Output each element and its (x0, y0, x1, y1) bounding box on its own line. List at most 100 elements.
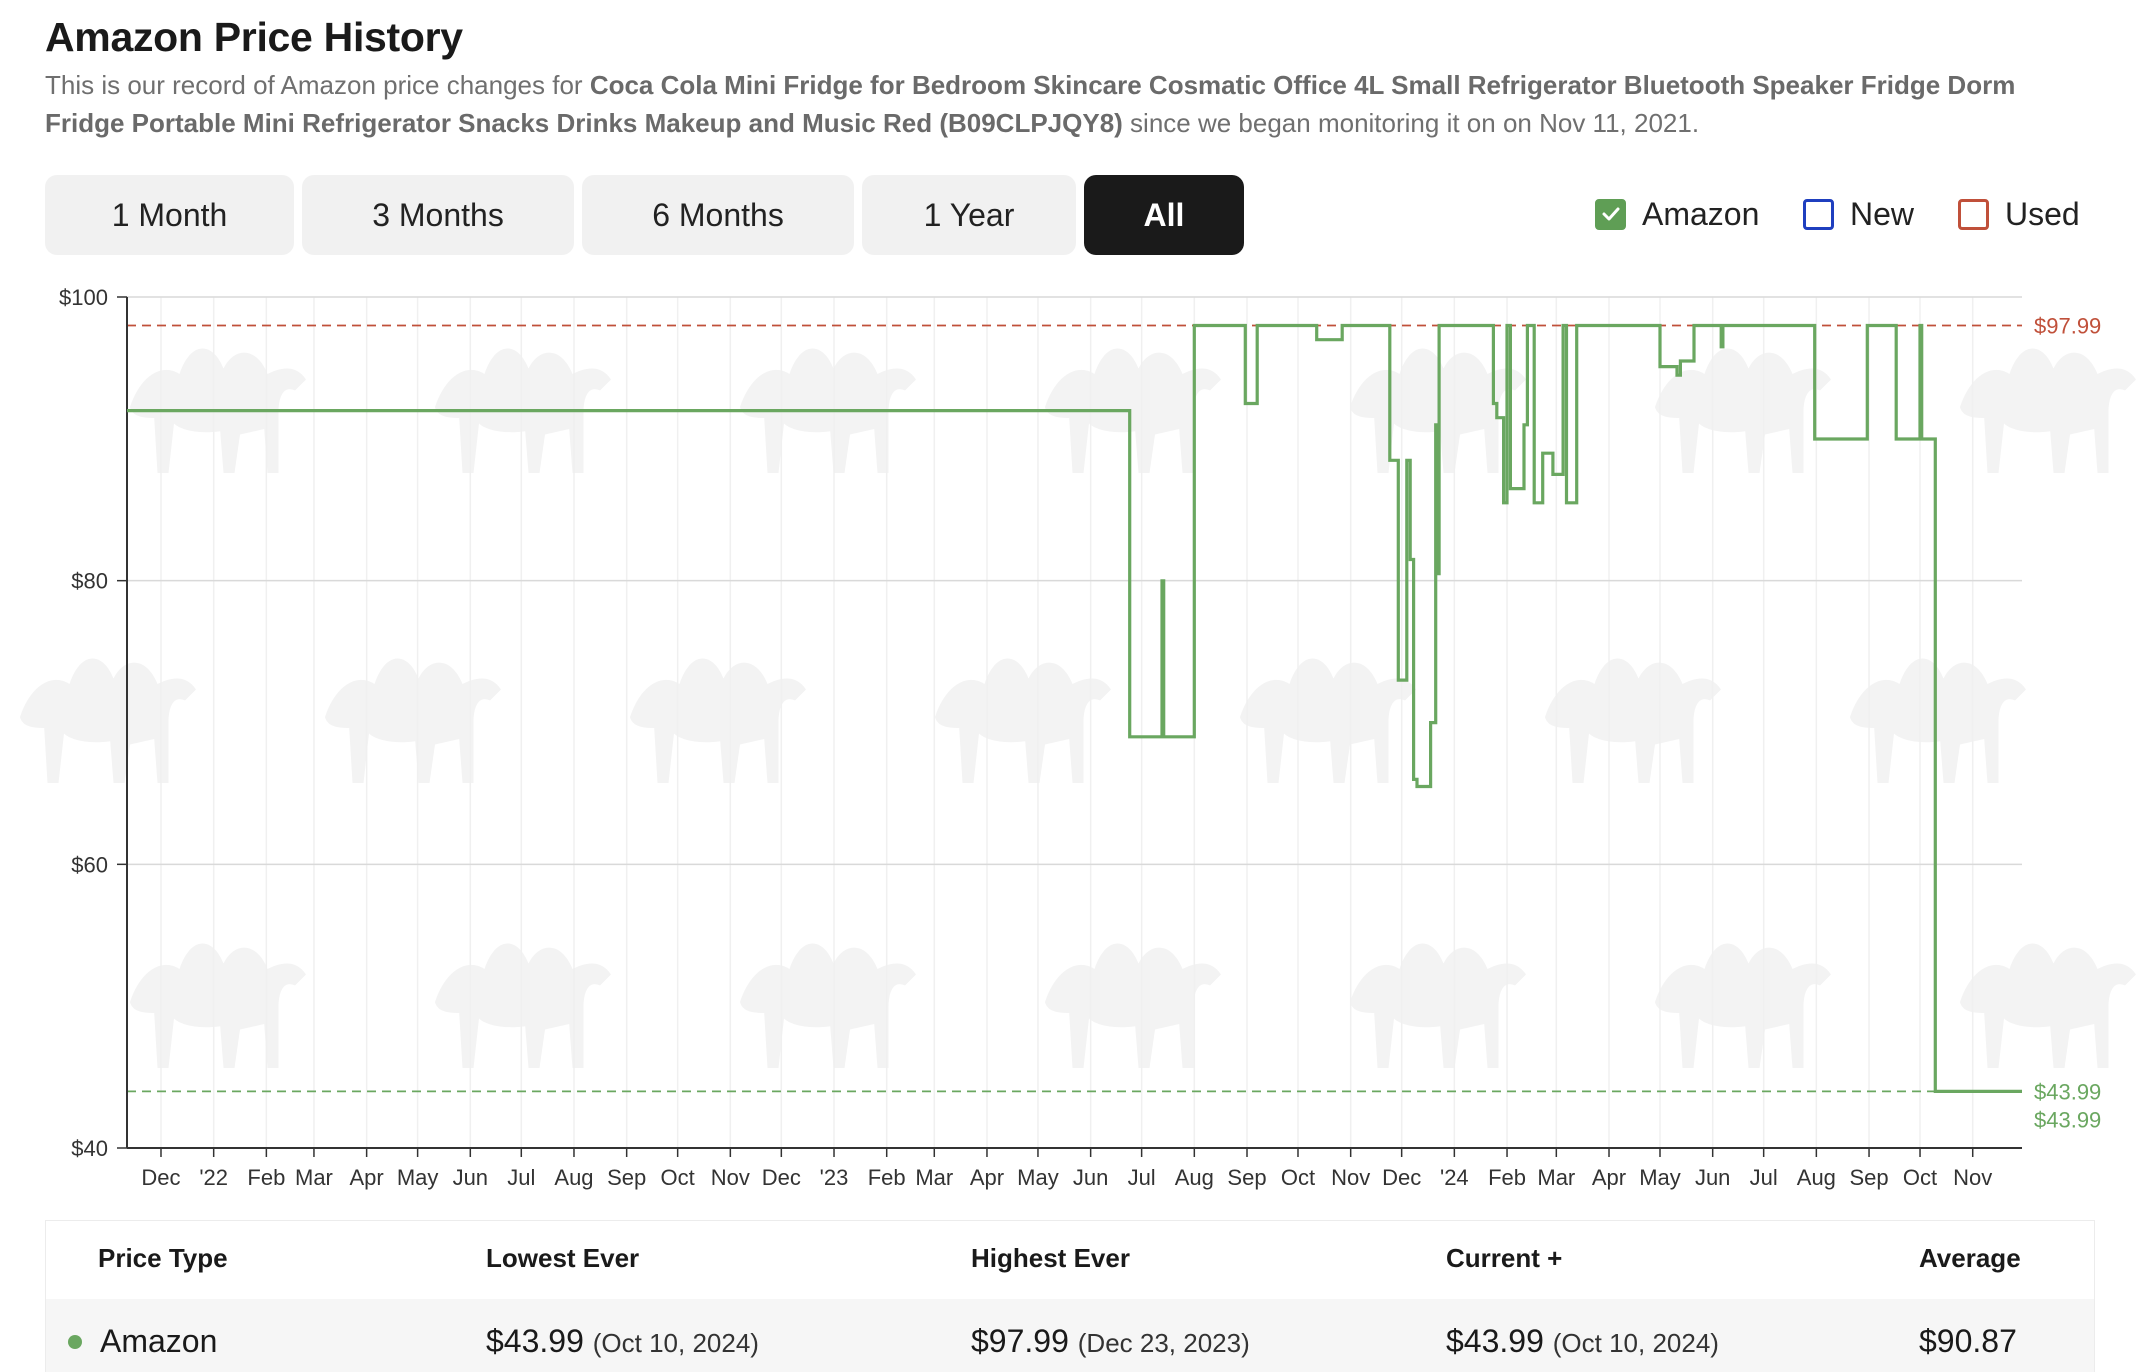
x-tick-label: Jul (507, 1165, 535, 1190)
x-tick-label: '23 (820, 1165, 849, 1190)
current-date: (Oct 10, 2024) (1552, 1328, 1719, 1358)
cell-average: $90.87 (1919, 1323, 2017, 1359)
camel-watermark (20, 348, 2136, 1068)
x-tick-label: Apr (350, 1165, 384, 1190)
x-tick-label: '22 (199, 1165, 228, 1190)
reference-label: $97.99 (2034, 314, 2101, 339)
camel-icon (1545, 658, 1721, 783)
legend-amazon-label: Amazon (1642, 195, 1760, 232)
intro-prefix: This is our record of Amazon price chang… (45, 70, 590, 100)
x-tick-label: Jul (1750, 1165, 1778, 1190)
price-table: Price Type Lowest Ever Highest Ever Curr… (45, 1220, 2095, 1372)
x-tick-label: May (1017, 1165, 1059, 1190)
x-tick-label: Nov (1331, 1165, 1370, 1190)
camel-icon (1655, 943, 1831, 1068)
x-tick-label: Jul (1128, 1165, 1156, 1190)
reference-label: $43.99 (2034, 1079, 2101, 1104)
page-title: Amazon Price History (45, 14, 463, 60)
cell-lowest: $43.99 (Oct 10, 2024) (486, 1323, 759, 1360)
camel-icon (1045, 348, 1221, 473)
highest-price: $97.99 (971, 1323, 1069, 1359)
amazon-dot-icon (68, 1335, 82, 1349)
camel-icon (1045, 943, 1221, 1068)
header-current: Current + (1446, 1243, 1563, 1273)
camel-icon (740, 943, 916, 1068)
y-tick-label: $80 (71, 569, 108, 594)
x-tick-label: Feb (247, 1165, 285, 1190)
x-tick-label: Mar (915, 1165, 953, 1190)
camel-icon (630, 658, 806, 783)
legend-new-label: New (1850, 195, 1915, 232)
camel-icon (1655, 348, 1831, 473)
range-3-months-button[interactable]: 3 Months (302, 175, 574, 255)
amazon-price-line (127, 323, 2022, 1093)
legend-used-label: Used (2005, 195, 2080, 232)
lowest-price: $43.99 (486, 1323, 584, 1359)
x-tick-label: Nov (1953, 1165, 1992, 1190)
highest-date: (Dec 23, 2023) (1077, 1328, 1250, 1358)
legend-amazon[interactable]: Amazon (1595, 195, 1759, 233)
x-tick-label: Aug (554, 1165, 593, 1190)
y-tick-label: $100 (59, 285, 108, 310)
current-price-label: $43.99 (2034, 1107, 2101, 1132)
x-tick-label: Mar (1537, 1165, 1575, 1190)
camel-icon (1240, 658, 1416, 783)
range-6-months-button[interactable]: 6 Months (582, 175, 854, 255)
x-tick-label: Apr (970, 1165, 1004, 1190)
camel-icon (325, 658, 501, 783)
legend-used[interactable]: Used (1958, 195, 2080, 233)
lowest-date: (Oct 10, 2024) (592, 1328, 759, 1358)
x-tick-label: Jun (1695, 1165, 1730, 1190)
x-tick-label: Feb (868, 1165, 906, 1190)
table-row: Amazon $43.99 (Oct 10, 2024) $97.99 (Dec… (46, 1299, 2094, 1372)
range-all-button[interactable]: All (1084, 175, 1244, 255)
x-tick-label: Dec (141, 1165, 180, 1190)
product-name: Coca Cola Mini Fridge for Bedroom Skinca… (45, 70, 2016, 138)
header-lowest-ever: Lowest Ever (486, 1243, 640, 1273)
chart-labels: Dec '22 Feb Mar Apr May Jun Jul Aug Sep Oct Nov Dec '… (59, 285, 2101, 1190)
x-tick-label: May (397, 1165, 439, 1190)
x-tick-label: Nov (711, 1165, 750, 1190)
x-tick-label: Dec (762, 1165, 801, 1190)
x-tick-label: Oct (1903, 1165, 1937, 1190)
camel-icon (20, 658, 196, 783)
legend-new[interactable]: New (1803, 195, 1914, 233)
x-tick-label: Oct (661, 1165, 695, 1190)
current-price: $43.99 (1446, 1323, 1544, 1359)
cell-highest: $97.99 (Dec 23, 2023) (971, 1323, 1250, 1360)
x-tick-label: Apr (1592, 1165, 1626, 1190)
cell-price-type: Amazon (100, 1323, 218, 1359)
chart-grid (127, 296, 2022, 1149)
x-tick-label: Mar (295, 1165, 333, 1190)
chart-series (127, 323, 2022, 1093)
header-average: Average (1919, 1243, 2021, 1273)
camel-icon (130, 943, 306, 1068)
y-tick-label: $40 (71, 1136, 108, 1161)
camel-icon (935, 658, 1111, 783)
x-tick-label: Feb (1488, 1165, 1526, 1190)
range-1-year-button[interactable]: 1 Year (862, 175, 1076, 255)
check-icon (1595, 198, 1626, 230)
x-tick-label: Dec (1382, 1165, 1421, 1190)
header-highest-ever: Highest Ever (971, 1243, 1130, 1273)
x-tick-label: '24 (1440, 1165, 1469, 1190)
intro-suffix: since we began monitoring it on on Nov 1… (1122, 108, 1700, 138)
x-tick-label: Jun (453, 1165, 488, 1190)
header-price-type: Price Type (98, 1243, 228, 1273)
camel-icon (1850, 658, 2026, 783)
x-tick-label: Sep (607, 1165, 646, 1190)
chart-axes (117, 296, 2022, 1157)
x-tick-label: Aug (1797, 1165, 1836, 1190)
checkbox-icon (1958, 198, 1989, 230)
camel-icon (1350, 943, 1526, 1068)
y-tick-label: $60 (71, 852, 108, 877)
checkbox-icon (1803, 198, 1834, 230)
intro-text: This is our record of Amazon price chang… (45, 66, 2045, 142)
price-history-chart: Dec '22 Feb Mar Apr May Jun Jul Aug Sep Oct Nov Dec '… (20, 285, 2136, 1190)
camel-icon (1960, 943, 2136, 1068)
cell-current: $43.99 (Oct 10, 2024) (1446, 1323, 1719, 1360)
x-tick-label: May (1639, 1165, 1681, 1190)
range-1-month-button[interactable]: 1 Month (45, 175, 294, 255)
camel-icon (435, 943, 611, 1068)
camel-icon (1960, 348, 2136, 473)
